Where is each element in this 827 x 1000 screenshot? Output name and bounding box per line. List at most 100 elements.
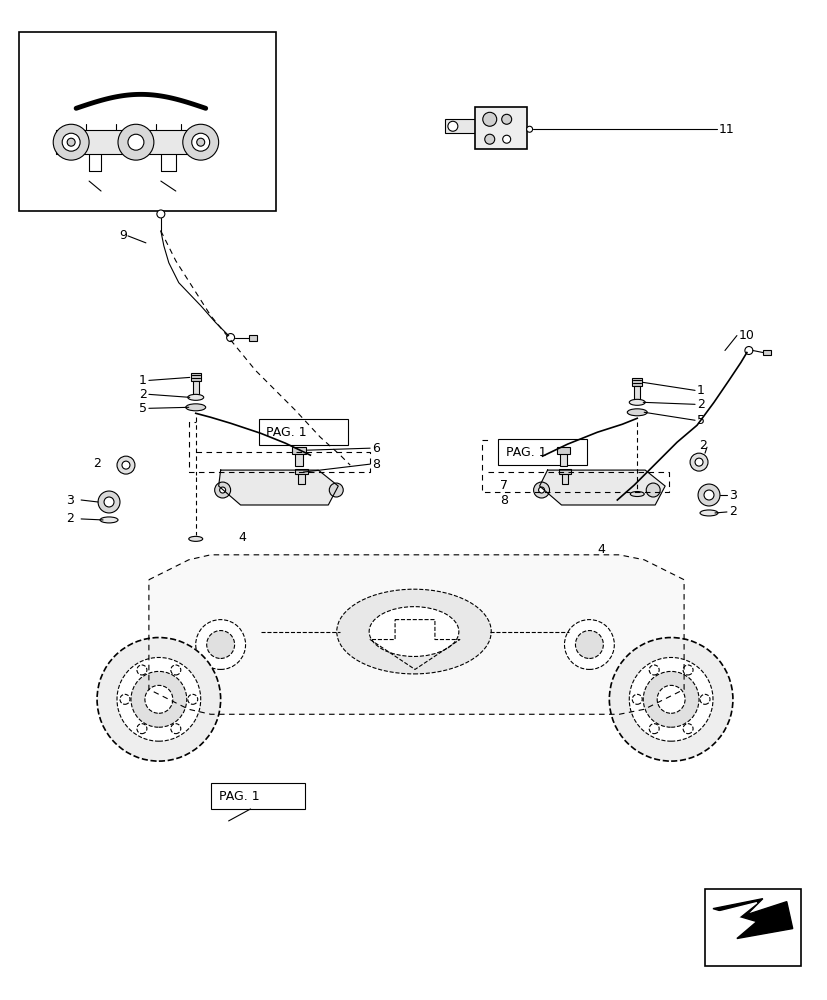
Circle shape [117, 657, 200, 741]
Circle shape [128, 134, 144, 150]
Circle shape [197, 138, 204, 146]
Circle shape [526, 126, 532, 132]
Text: 2: 2 [728, 505, 736, 518]
Bar [474, 107, 526, 149]
Circle shape [744, 347, 752, 354]
Text: 1: 1 [139, 374, 146, 387]
Circle shape [643, 671, 698, 727]
Circle shape [67, 138, 75, 146]
Bar [248, 335, 256, 341]
Circle shape [703, 490, 713, 500]
Ellipse shape [627, 409, 647, 416]
Bar [633, 386, 639, 400]
Bar [762, 350, 770, 355]
Ellipse shape [629, 492, 643, 497]
Bar [632, 378, 642, 386]
Circle shape [195, 620, 246, 669]
Ellipse shape [369, 607, 458, 656]
Circle shape [145, 685, 173, 713]
Text: 8: 8 [500, 493, 507, 506]
Circle shape [118, 124, 154, 160]
Ellipse shape [629, 399, 644, 405]
Circle shape [329, 483, 343, 497]
Circle shape [192, 133, 209, 151]
Polygon shape [539, 470, 664, 505]
Bar [56, 130, 210, 154]
Text: 6: 6 [371, 442, 380, 455]
Text: 2: 2 [66, 512, 74, 525]
Text: 5: 5 [139, 402, 146, 415]
Bar [556, 447, 570, 454]
Circle shape [122, 461, 130, 469]
Circle shape [183, 124, 218, 160]
Bar [292, 447, 306, 454]
Text: 4: 4 [238, 531, 246, 544]
Text: 2: 2 [93, 457, 101, 470]
Circle shape [648, 724, 658, 734]
Ellipse shape [185, 404, 205, 411]
Text: 4: 4 [596, 543, 605, 556]
Circle shape [131, 671, 187, 727]
Bar [558, 469, 571, 474]
Circle shape [657, 685, 684, 713]
Bar [298, 470, 305, 484]
Text: 3: 3 [66, 493, 74, 506]
Circle shape [502, 135, 510, 143]
Circle shape [214, 482, 231, 498]
Polygon shape [712, 899, 791, 939]
Circle shape [98, 491, 120, 513]
Circle shape [136, 665, 146, 675]
Circle shape [694, 458, 702, 466]
Bar [193, 381, 198, 395]
Bar [497, 439, 586, 465]
Bar [210, 783, 305, 809]
Circle shape [682, 665, 692, 675]
Circle shape [227, 334, 234, 342]
Text: 1: 1 [696, 384, 704, 397]
Circle shape [538, 487, 544, 493]
Text: 2: 2 [139, 388, 146, 401]
Ellipse shape [337, 589, 490, 674]
Bar [561, 470, 568, 484]
Ellipse shape [189, 536, 203, 541]
Circle shape [62, 133, 80, 151]
Text: 8: 8 [371, 458, 380, 471]
Text: 9: 9 [119, 229, 127, 242]
Circle shape [484, 134, 494, 144]
Text: 10: 10 [738, 329, 754, 342]
Ellipse shape [188, 394, 203, 400]
Bar [704, 889, 800, 966]
Circle shape [645, 483, 659, 497]
Bar [295, 469, 308, 474]
Ellipse shape [100, 517, 118, 523]
Circle shape [609, 638, 732, 761]
Circle shape [699, 694, 709, 704]
Circle shape [120, 694, 130, 704]
Circle shape [219, 487, 226, 493]
Circle shape [447, 121, 457, 131]
Circle shape [533, 482, 549, 498]
Circle shape [629, 657, 712, 741]
Circle shape [170, 665, 180, 675]
Polygon shape [218, 470, 338, 505]
Text: 3: 3 [728, 489, 736, 502]
Circle shape [170, 724, 180, 734]
Text: PAG. 1: PAG. 1 [218, 790, 259, 803]
Circle shape [697, 484, 719, 506]
Circle shape [97, 638, 220, 761]
Circle shape [564, 620, 614, 669]
Circle shape [117, 456, 135, 474]
Bar [258, 419, 348, 445]
Circle shape [207, 631, 234, 658]
Text: PAG. 1: PAG. 1 [266, 426, 307, 439]
Text: 7: 7 [500, 479, 507, 492]
Circle shape [482, 112, 496, 126]
Text: 2: 2 [696, 398, 704, 411]
Circle shape [689, 453, 707, 471]
Circle shape [104, 497, 114, 507]
Ellipse shape [699, 510, 717, 516]
Circle shape [501, 114, 511, 124]
Circle shape [156, 210, 165, 218]
Circle shape [648, 665, 658, 675]
Bar [444, 119, 474, 133]
